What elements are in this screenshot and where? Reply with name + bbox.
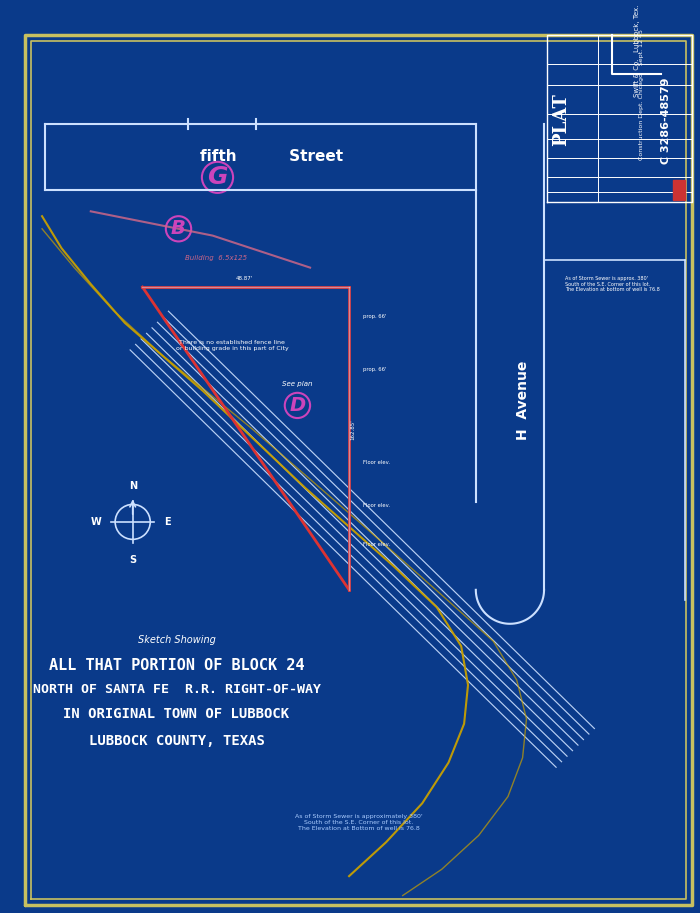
Text: PLAT: PLAT: [552, 93, 570, 145]
Text: LUBBOCK COUNTY, TEXAS: LUBBOCK COUNTY, TEXAS: [89, 734, 265, 749]
Text: B: B: [171, 219, 186, 238]
Text: H  Avenue: H Avenue: [516, 361, 530, 440]
Text: S: S: [129, 555, 137, 565]
Text: Construction Dept. Chicago    Sept. 12 45: Construction Dept. Chicago Sept. 12 45: [639, 29, 644, 161]
Text: E: E: [164, 517, 171, 527]
Text: NORTH OF SANTA FE  R.R. RIGHT-OF-WAY: NORTH OF SANTA FE R.R. RIGHT-OF-WAY: [33, 683, 321, 697]
Text: Swift & Co.   Lubbock, Tex.: Swift & Co. Lubbock, Tex.: [634, 5, 640, 98]
Text: 48.87': 48.87': [235, 277, 253, 281]
Text: ALL THAT PORTION OF BLOCK 24: ALL THAT PORTION OF BLOCK 24: [49, 658, 304, 673]
Text: Floor elev.: Floor elev.: [363, 503, 390, 509]
Text: 162.85': 162.85': [351, 420, 356, 440]
Text: See plan: See plan: [282, 381, 313, 387]
Text: IN ORIGINAL TOWN OF LUBBOCK: IN ORIGINAL TOWN OF LUBBOCK: [64, 707, 290, 721]
Text: There is no established fence line
or building grade in this part of City: There is no established fence line or bu…: [176, 340, 288, 351]
Text: fifth          Street: fifth Street: [199, 150, 343, 164]
Text: As of Storm Sewer is approx. 380'
South of the S.E. Corner of this lot.
The Elev: As of Storm Sewer is approx. 380' South …: [565, 276, 659, 292]
Text: Floor elev.: Floor elev.: [363, 459, 390, 465]
Text: C 3286-48579: C 3286-48579: [661, 78, 671, 164]
Text: prop. 66': prop. 66': [363, 367, 386, 373]
Text: N: N: [129, 481, 137, 491]
Text: W: W: [91, 517, 101, 527]
Text: Floor elev.: Floor elev.: [363, 542, 390, 547]
Text: As of Storm Sewer is approximately 380'
South of the S.E. Corner of this lot.
Th: As of Storm Sewer is approximately 380' …: [295, 814, 423, 831]
Bar: [673, 180, 685, 200]
Text: Building  6.5x125: Building 6.5x125: [186, 255, 248, 261]
Text: prop. 66': prop. 66': [363, 314, 386, 319]
Text: D: D: [289, 396, 306, 415]
Text: G: G: [207, 165, 228, 189]
Text: Sketch Showing: Sketch Showing: [138, 635, 216, 645]
